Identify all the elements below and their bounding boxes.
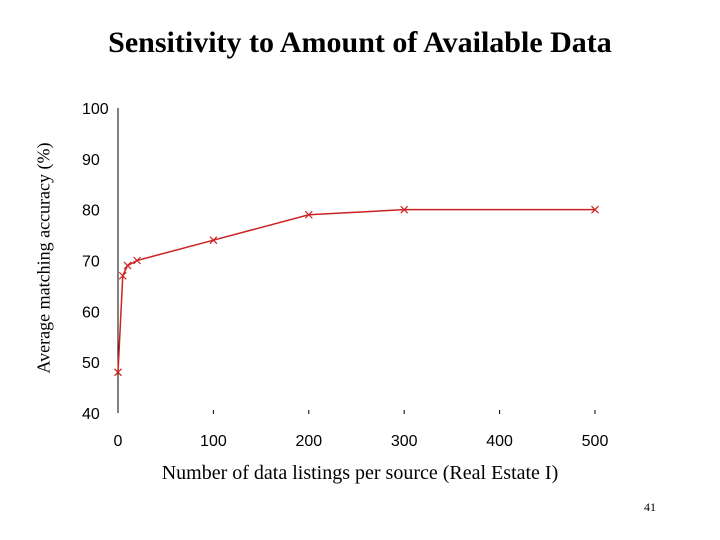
x-tick-label: 400 [486, 433, 513, 450]
x-tick-label: 300 [391, 433, 418, 450]
y-tick-label: 90 [82, 152, 100, 169]
x-axis-ticks: 0 100 200 300 400 500 [114, 410, 609, 450]
x-tick-label: 100 [200, 433, 227, 450]
x-tick-label: 200 [295, 433, 322, 450]
y-tick-label: 80 [82, 203, 100, 220]
y-axis-label: Average matching accuracy (%) [33, 142, 54, 374]
data-point-marker [118, 271, 127, 280]
slide-number: 41 [644, 500, 656, 514]
y-tick-label: 100 [82, 101, 109, 118]
x-axis-label: Number of data listings per source (Real… [161, 462, 559, 484]
y-tick-label: 60 [82, 304, 100, 321]
y-axis-ticks: 40 50 60 70 80 90 100 [82, 101, 109, 423]
data-point-marker [123, 261, 132, 270]
data-point-marker [400, 205, 409, 214]
chart-series [114, 205, 599, 377]
data-point-marker [591, 205, 599, 214]
data-point-marker [114, 368, 122, 377]
x-tick-label: 0 [114, 433, 123, 450]
y-tick-label: 50 [82, 355, 100, 372]
y-tick-label: 40 [82, 406, 100, 423]
y-tick-label: 70 [82, 254, 100, 271]
data-point-marker [133, 256, 142, 265]
page-title: Sensitivity to Amount of Available Data [108, 26, 612, 59]
data-point-marker [209, 236, 218, 245]
series-line [117, 208, 595, 373]
data-point-marker [304, 210, 313, 219]
x-tick-label: 500 [582, 433, 609, 450]
